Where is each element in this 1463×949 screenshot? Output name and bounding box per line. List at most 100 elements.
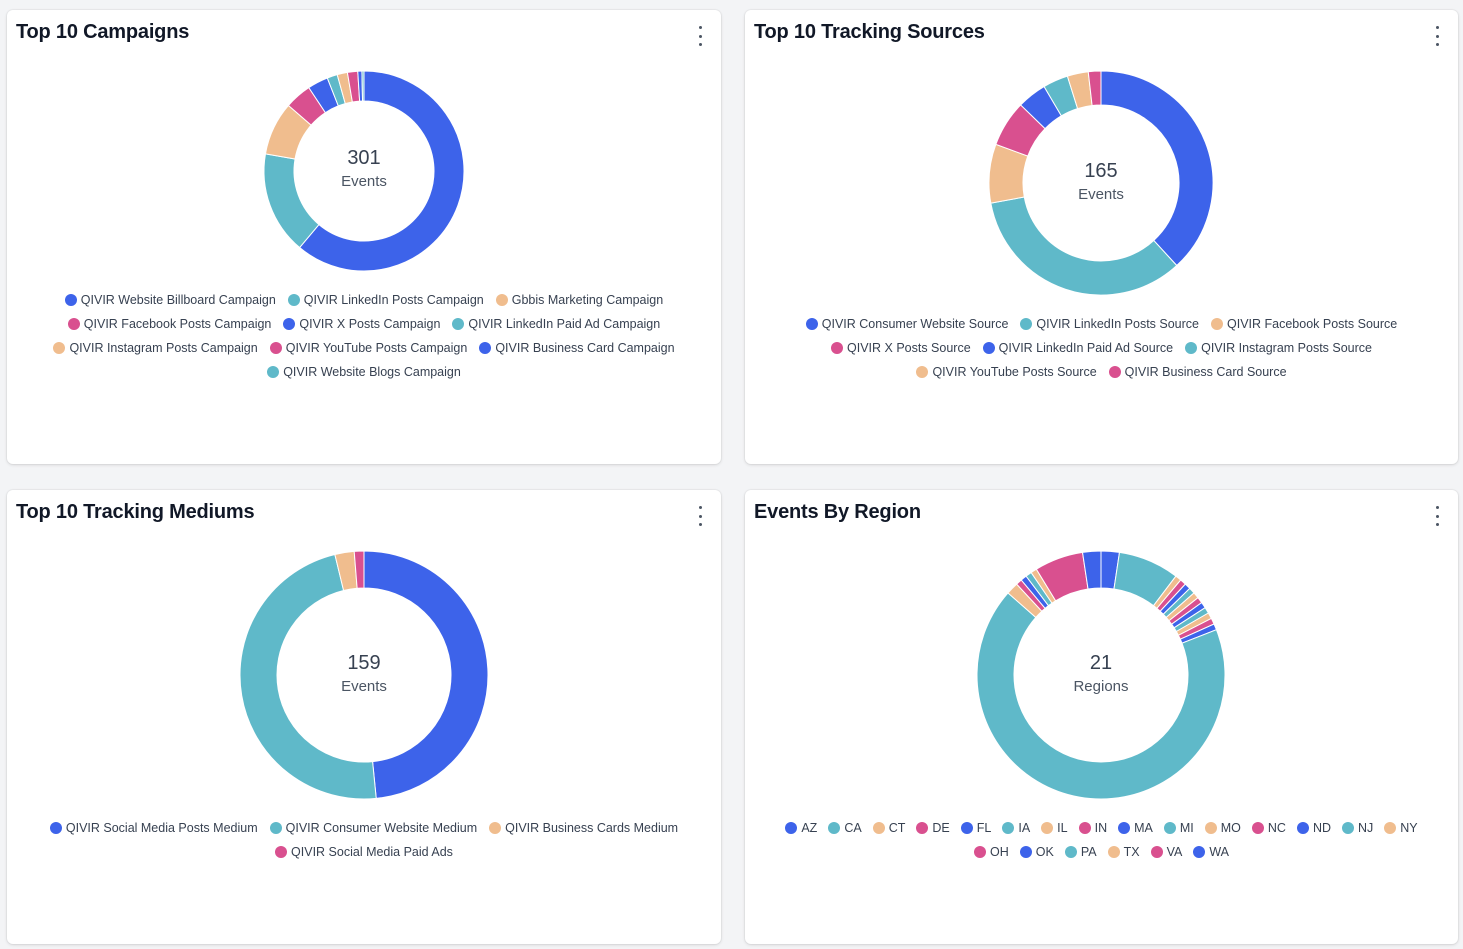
legend-item[interactable]: NC [1251, 819, 1286, 837]
legend-item[interactable]: MO [1204, 819, 1241, 837]
donut-slice[interactable] [1100, 70, 1214, 267]
donut-slice[interactable] [1087, 70, 1102, 107]
legend-item[interactable]: OH [974, 843, 1009, 861]
legend-item[interactable]: MI [1163, 819, 1194, 837]
more-options-icon[interactable] [695, 26, 705, 46]
legend-dot [1118, 822, 1131, 834]
legend-dot [64, 294, 77, 306]
legend-item[interactable]: WA [1193, 843, 1229, 861]
legend-dot [916, 366, 929, 378]
legend-dot [495, 294, 508, 306]
legend-item[interactable]: QIVIR Business Card Campaign [479, 339, 675, 357]
legend-item[interactable]: QIVIR Facebook Posts Campaign [67, 315, 271, 333]
legend-item[interactable]: QIVIR Business Card Source [1108, 363, 1287, 381]
legend-item[interactable]: QIVIR YouTube Posts Source [916, 363, 1097, 381]
legend-item[interactable]: CT [872, 819, 905, 837]
donut-slice[interactable] [361, 70, 365, 102]
legend-label: MI [1179, 821, 1194, 835]
more-options-icon[interactable] [695, 506, 705, 526]
donut-center: 159 Events [314, 650, 414, 698]
legend-item[interactable]: QIVIR Consumer Website Medium [269, 819, 477, 837]
legend-label: FL [976, 821, 992, 835]
legend-item[interactable]: QIVIR YouTube Posts Campaign [269, 339, 467, 357]
legend-label: WA [1209, 845, 1229, 859]
legend-item[interactable]: PA [1064, 843, 1097, 861]
legend-item[interactable]: NY [1384, 819, 1418, 837]
legend-dot [960, 822, 973, 834]
legend-item[interactable]: QIVIR LinkedIn Posts Campaign [287, 291, 484, 309]
legend-item[interactable]: QIVIR Instagram Posts Source [1185, 339, 1372, 357]
legend-item[interactable]: QIVIR Instagram Posts Campaign [53, 339, 258, 357]
legend-item[interactable]: QIVIR Social Media Posts Medium [49, 819, 258, 837]
legend-dot [1185, 342, 1198, 354]
legend-label: Gbbis Marketing Campaign [511, 293, 664, 307]
legend-label: PA [1080, 845, 1097, 859]
legend-label: QIVIR Business Card Source [1124, 365, 1287, 379]
legend-item[interactable]: VA [1150, 843, 1182, 861]
legend-label: QIVIR Facebook Posts Source [1227, 317, 1398, 331]
donut-slice[interactable] [1081, 550, 1102, 590]
legend-label: QIVIR Social Media Paid Ads [291, 845, 453, 859]
legend-label: QIVIR Business Cards Medium [505, 821, 679, 835]
legend-item[interactable]: IA [1002, 819, 1030, 837]
legend-label: QIVIR X Posts Source [847, 341, 971, 355]
legend-item[interactable]: FL [960, 819, 992, 837]
tracking-sources-card: Top 10 Tracking Sources 165 Events QIVIR… [745, 10, 1458, 464]
legend-item[interactable]: QIVIR X Posts Source [831, 339, 971, 357]
legend-item[interactable]: QIVIR Consumer Website Source [805, 315, 1008, 333]
legend-item[interactable]: QIVIR Website Blogs Campaign [267, 363, 461, 381]
donut-slice[interactable] [298, 70, 465, 272]
legend-label: OK [1035, 845, 1054, 859]
legend-dot [916, 822, 929, 834]
legend-label: CA [844, 821, 862, 835]
donut-slice[interactable] [976, 592, 1226, 800]
donut-slice[interactable] [363, 550, 489, 799]
legend-label: ND [1312, 821, 1331, 835]
legend-item[interactable]: QIVIR LinkedIn Posts Source [1020, 315, 1199, 333]
donut-slice[interactable] [353, 550, 365, 589]
legend-dot [49, 822, 62, 834]
legend-dot [1211, 318, 1224, 330]
donut-slice[interactable] [990, 196, 1178, 296]
legend-dot [53, 342, 66, 354]
legend-dot [1078, 822, 1091, 834]
legend-item[interactable]: QIVIR LinkedIn Paid Ad Campaign [452, 315, 660, 333]
legend-dot [1163, 822, 1176, 834]
legend-item[interactable]: QIVIR Social Media Paid Ads [275, 843, 453, 861]
legend-dot [1019, 846, 1032, 858]
legend-item[interactable]: QIVIR X Posts Campaign [283, 315, 440, 333]
legend-dot [1020, 318, 1033, 330]
legend-item[interactable]: CA [828, 819, 862, 837]
legend-item[interactable]: Gbbis Marketing Campaign [495, 291, 664, 309]
tracking-mediums-card: Top 10 Tracking Mediums 159 Events QIVIR… [7, 490, 721, 944]
legend-dot [1107, 846, 1120, 858]
legend-dot [831, 342, 843, 354]
legend-item[interactable]: DE [916, 819, 950, 837]
legend-item[interactable]: IN [1078, 819, 1107, 837]
donut-slice[interactable] [239, 553, 377, 800]
legend-item[interactable]: QIVIR Website Billboard Campaign [64, 291, 276, 309]
legend-item[interactable]: QIVIR Facebook Posts Source [1211, 315, 1397, 333]
legend-item[interactable]: OK [1019, 843, 1054, 861]
legend-dot [1342, 822, 1354, 834]
legend-item[interactable]: NJ [1342, 819, 1373, 837]
legend-dot [1193, 846, 1206, 858]
legend-item[interactable]: IL [1041, 819, 1068, 837]
card-title: Events By Region [754, 501, 921, 523]
legend-item[interactable]: TX [1107, 843, 1140, 861]
more-options-icon[interactable] [1432, 26, 1442, 46]
legend-item[interactable]: QIVIR Business Cards Medium [489, 819, 678, 837]
center-value: 21 [1089, 652, 1113, 674]
donut-slice[interactable] [263, 153, 320, 249]
legend-item[interactable]: ND [1296, 819, 1331, 837]
legend-label: QIVIR Social Media Posts Medium [65, 821, 258, 835]
legend-dot [267, 366, 280, 378]
legend-item[interactable]: AZ [785, 819, 817, 837]
legend-item[interactable]: QIVIR LinkedIn Paid Ad Source [982, 339, 1173, 357]
legend-item[interactable]: MA [1118, 819, 1153, 837]
chart-legend: QIVIR Social Media Posts Medium QIVIR Con… [47, 819, 681, 861]
legend-dot [452, 318, 465, 330]
more-options-icon[interactable] [1432, 506, 1442, 526]
legend-label: QIVIR Business Card Campaign [495, 341, 675, 355]
legend-label: QIVIR Website Blogs Campaign [283, 365, 461, 379]
